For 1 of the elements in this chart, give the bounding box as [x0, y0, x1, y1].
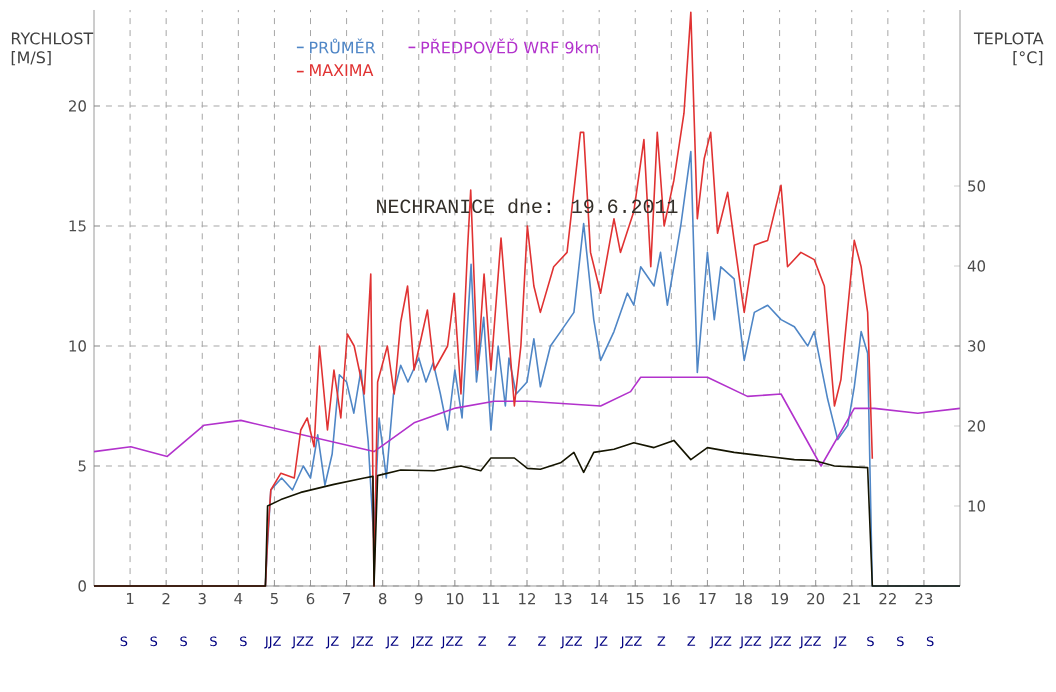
line-series [93, 376, 961, 467]
